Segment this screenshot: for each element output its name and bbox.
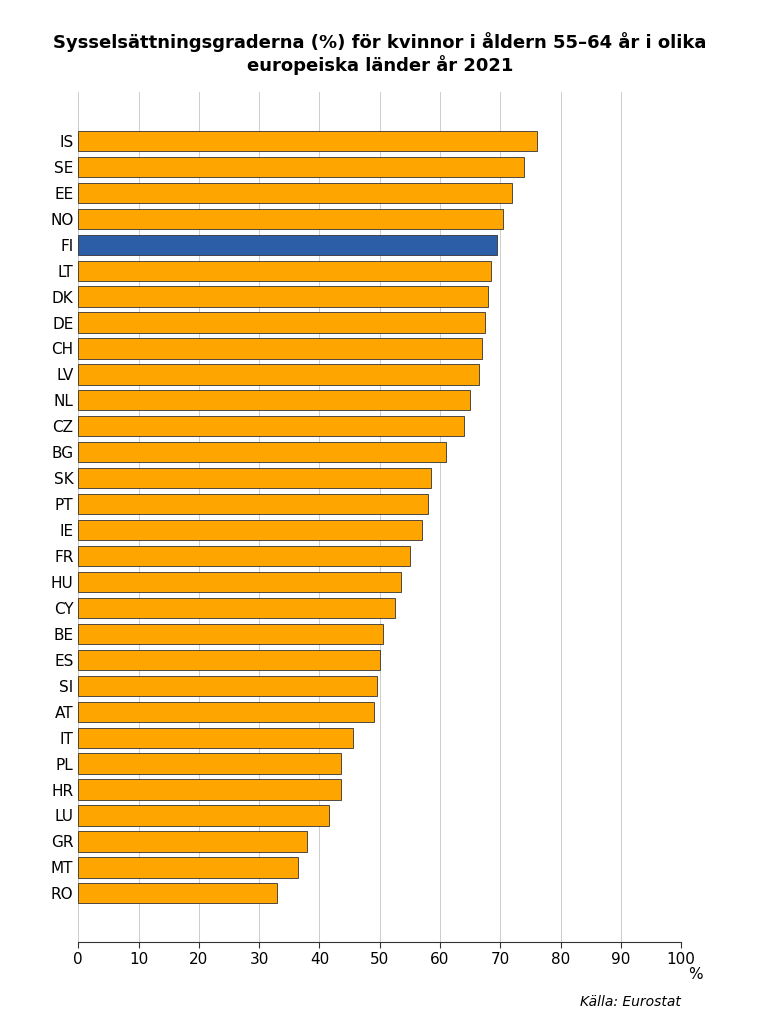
Bar	[78, 727, 352, 748]
Bar	[78, 520, 422, 541]
Bar	[78, 468, 431, 488]
Bar	[78, 416, 464, 436]
Bar	[78, 494, 428, 514]
Bar	[78, 234, 497, 255]
Bar	[78, 287, 489, 307]
Bar	[78, 884, 277, 903]
Bar	[78, 676, 377, 696]
Text: %: %	[688, 967, 703, 982]
Bar	[78, 209, 503, 229]
Bar	[78, 701, 373, 722]
Bar	[78, 598, 395, 618]
Bar	[78, 260, 491, 281]
Bar	[78, 131, 536, 151]
Bar	[78, 571, 401, 592]
Title: Sysselsättningsgraderna (%) för kvinnor i åldern 55–64 år i olika
europeiska län: Sysselsättningsgraderna (%) för kvinnor …	[53, 32, 706, 76]
Bar	[78, 182, 512, 203]
Bar	[78, 779, 341, 800]
Bar	[78, 365, 479, 385]
Bar	[78, 624, 383, 644]
Bar	[78, 857, 298, 878]
Bar	[78, 805, 329, 825]
Bar	[78, 754, 341, 774]
Bar	[78, 831, 308, 852]
Bar	[78, 312, 485, 333]
Text: Källa: Eurostat: Källa: Eurostat	[580, 994, 681, 1009]
Bar	[78, 442, 446, 463]
Bar	[78, 546, 410, 566]
Bar	[78, 338, 482, 358]
Bar	[78, 390, 471, 411]
Bar	[78, 649, 380, 670]
Bar	[78, 157, 525, 177]
